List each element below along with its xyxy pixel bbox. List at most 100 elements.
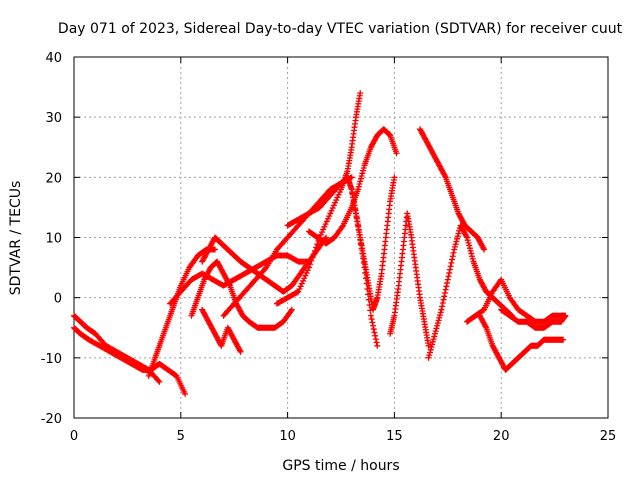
data-point [468, 250, 475, 257]
data-point [297, 283, 304, 290]
data-point [319, 229, 326, 236]
data-point [435, 317, 442, 324]
data-point [369, 319, 376, 326]
data-point [391, 174, 398, 181]
data-point [324, 215, 331, 222]
data-point [371, 329, 378, 336]
y-tick-label: -20 [41, 412, 62, 427]
data-point [360, 167, 367, 174]
x-tick-label: 5 [177, 429, 185, 444]
data-point [321, 223, 328, 230]
data-point [323, 234, 330, 241]
data-point [211, 246, 218, 253]
data-point [443, 283, 450, 290]
data-point [320, 226, 327, 233]
data-point [393, 150, 400, 157]
data-point [439, 300, 446, 307]
data-point [330, 202, 337, 209]
series-sat-b [71, 324, 189, 397]
data-point [368, 316, 375, 323]
data-point [237, 348, 244, 355]
data-point [445, 273, 452, 280]
data-point [298, 280, 305, 287]
data-point [156, 378, 163, 385]
data-point [336, 189, 343, 196]
data-point [436, 314, 443, 321]
data-point [451, 246, 458, 253]
data-point [438, 306, 445, 313]
data-point [449, 253, 456, 260]
data-point [155, 377, 162, 384]
data-point [449, 256, 456, 263]
data-point [441, 172, 448, 179]
series-sat-p [476, 312, 567, 373]
data-point [314, 241, 321, 248]
series-sat-e [188, 258, 295, 331]
series-sat-k [305, 126, 400, 247]
data-point [439, 303, 446, 310]
data-point [440, 296, 447, 303]
data-point [482, 323, 489, 330]
data-point [357, 178, 364, 185]
data-point [370, 326, 377, 333]
chart-title: Day 071 of 2023, Sidereal Day-to-day VTE… [58, 21, 623, 37]
data-point [355, 186, 362, 193]
data-point [300, 277, 307, 284]
data-point [446, 269, 453, 276]
data-point [335, 191, 342, 198]
data-point [469, 255, 476, 262]
series-sat-r [464, 276, 569, 325]
data-point [358, 172, 365, 179]
data-point [295, 288, 302, 295]
data-point [311, 247, 318, 254]
data-point [370, 322, 377, 329]
data-point [356, 181, 363, 188]
data-point [481, 246, 488, 253]
data-point [429, 338, 436, 345]
data-point [464, 237, 471, 244]
x-tick-label: 25 [600, 429, 617, 444]
data-point [464, 234, 471, 241]
series-sat-q [498, 306, 569, 331]
y-tick-label: 30 [45, 111, 62, 126]
series-sat-m [387, 210, 432, 349]
data-point [560, 336, 567, 343]
data-point [434, 322, 441, 329]
data-point [288, 306, 295, 313]
data-point [323, 218, 330, 225]
data-point [450, 249, 457, 256]
data-point [448, 259, 455, 266]
data-point [427, 349, 433, 356]
data-point [463, 233, 470, 240]
data-point [467, 247, 474, 254]
data-point [466, 245, 473, 252]
data-point [304, 267, 311, 274]
data-point [334, 194, 341, 201]
data-point [313, 244, 320, 251]
data-point [367, 307, 374, 314]
data-point [428, 344, 435, 351]
data-point [333, 197, 340, 204]
data-point [226, 281, 233, 288]
data-point [327, 210, 334, 217]
data-point [425, 354, 432, 361]
y-tick-label: 20 [45, 171, 62, 186]
data-point [442, 286, 449, 293]
data-point [429, 341, 436, 348]
data-point [455, 230, 462, 237]
data-point [360, 164, 367, 171]
data-point [444, 276, 451, 283]
data-point [367, 312, 374, 319]
data-point [262, 265, 269, 272]
data-point [446, 266, 453, 273]
data-point [372, 336, 379, 343]
data-point [357, 175, 364, 182]
data-point [444, 279, 451, 286]
data-point [454, 235, 461, 242]
data-point [296, 285, 303, 292]
x-tick-label: 0 [70, 429, 78, 444]
y-tick-label: -10 [41, 352, 62, 367]
data-point [301, 275, 308, 282]
data-point [431, 333, 438, 340]
